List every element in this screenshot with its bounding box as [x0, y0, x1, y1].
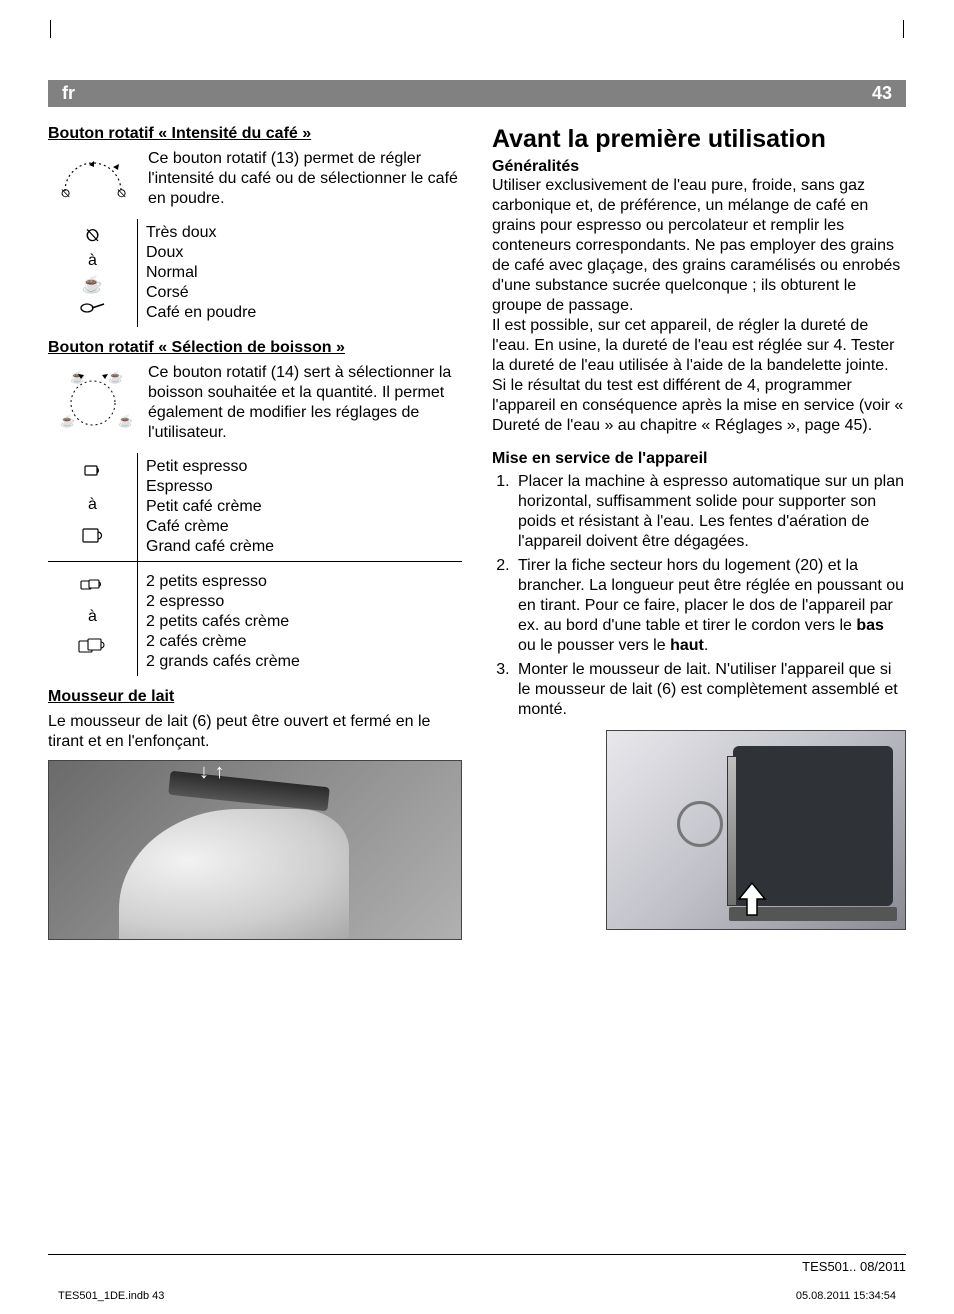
svg-text:☕: ☕: [60, 413, 75, 428]
mousseur-title: Mousseur de lait: [48, 688, 462, 706]
g1-2: Petit café crème: [146, 497, 454, 517]
level-0: Très doux: [146, 223, 454, 243]
footer-model: TES501.. 08/2011: [802, 1259, 906, 1274]
level-4: Café en poudre: [146, 303, 454, 323]
print-footer: TES501_1DE.indb 43 05.08.2011 15:34:54: [58, 1290, 896, 1302]
right-h1: Avant la première utilisation: [492, 125, 906, 154]
drink-group-2: à 2 petits espresso 2 espresso 2 petits …: [48, 562, 462, 676]
s2a: Tirer la fiche secteur hors du logement …: [518, 557, 904, 634]
scoop-icon: [80, 301, 106, 320]
lang-label: fr: [62, 83, 75, 104]
g1-3: Café crème: [146, 517, 454, 537]
left-column: Bouton rotatif « Intensité du café » ⦰ ⦰…: [48, 125, 462, 940]
g2-4: 2 grands cafés crème: [146, 652, 454, 672]
g2-2: 2 petits cafés crème: [146, 612, 454, 632]
mes-title: Mise en service de l'appareil: [492, 450, 906, 468]
bean-full-icon: ☕: [82, 275, 103, 295]
intensity-row: ⦰ ⦰ Ce bouton rotatif (13) permet de rég…: [48, 149, 462, 209]
drink-desc: Ce bouton rotatif (14) sert à sélectionn…: [148, 363, 462, 443]
drink-g1-mid: à: [88, 496, 97, 514]
machine-image: [606, 730, 906, 930]
g2-3: 2 cafés crème: [146, 632, 454, 652]
mousseur-desc: Le mousseur de lait (6) peut être ouvert…: [48, 712, 462, 752]
cups2-large-icon: [78, 637, 108, 660]
drink-g2-icons: à: [48, 562, 138, 676]
bean-empty-icon: ⦰: [86, 226, 100, 246]
step-2: Tirer la fiche secteur hors du logement …: [514, 556, 906, 656]
drink-row: ☕☕ ☕☕ Ce bouton rotatif (14) sert à séle…: [48, 363, 462, 443]
svg-text:⦰: ⦰: [117, 188, 126, 200]
step-3: Monter le mousseur de lait. N'utiliser l…: [514, 660, 906, 720]
intensity-mid: à: [88, 252, 97, 270]
cup-small-icon: [83, 464, 103, 483]
page-footer: TES501.. 08/2011: [48, 1254, 906, 1274]
cups2-small-icon: [80, 578, 106, 597]
header-bar: fr 43: [48, 80, 906, 107]
s2e: .: [704, 637, 708, 654]
g2-1: 2 espresso: [146, 592, 454, 612]
drink-g2-mid: à: [88, 608, 97, 626]
drink-title: Bouton rotatif « Sélection de boisson »: [48, 339, 462, 357]
steps-list: Placer la machine à espresso automatique…: [492, 472, 906, 720]
s2b: bas: [856, 617, 884, 634]
s2c: ou le pousser vers le: [518, 637, 670, 654]
page-number: 43: [872, 83, 892, 104]
drink-group-1: à Petit espresso Espresso Petit café crè…: [48, 453, 462, 562]
level-2: Normal: [146, 263, 454, 283]
svg-text:⦰: ⦰: [61, 188, 70, 200]
g1-0: Petit espresso: [146, 457, 454, 477]
intensity-title: Bouton rotatif « Intensité du café »: [48, 125, 462, 143]
drink-dial-icon: ☕☕ ☕☕: [48, 363, 138, 433]
print-right: 05.08.2011 15:34:54: [796, 1290, 896, 1302]
g1-1: Espresso: [146, 477, 454, 497]
intensity-labels: Très doux Doux Normal Corsé Café en poud…: [138, 219, 462, 327]
gen-p2: Il est possible, sur cet appareil, de ré…: [492, 316, 906, 436]
s2d: haut: [670, 637, 704, 654]
drink-g2-labels: 2 petits espresso 2 espresso 2 petits ca…: [138, 562, 462, 676]
intensity-table: ⦰ à ☕ Très doux Doux Normal Corsé Café e…: [48, 219, 462, 327]
intensity-dial-icon: ⦰ ⦰: [48, 149, 138, 203]
mousseur-image: ↓ ↑: [48, 760, 462, 940]
svg-text:☕: ☕: [108, 369, 123, 384]
drink-g1-labels: Petit espresso Espresso Petit café crème…: [138, 453, 462, 561]
g1-4: Grand café crème: [146, 537, 454, 557]
drink-g1-icons: à: [48, 453, 138, 561]
gen-p1: Utiliser exclusivement de l'eau pure, fr…: [492, 176, 906, 316]
level-3: Corsé: [146, 283, 454, 303]
cup-large-icon: [81, 527, 105, 550]
print-left: TES501_1DE.indb 43: [58, 1290, 164, 1302]
gen-title: Généralités: [492, 158, 906, 176]
intensity-desc: Ce bouton rotatif (13) permet de régler …: [148, 149, 462, 209]
intensity-icon-col: ⦰ à ☕: [48, 219, 138, 327]
level-1: Doux: [146, 243, 454, 263]
drink-table: à Petit espresso Espresso Petit café crè…: [48, 453, 462, 676]
g2-0: 2 petits espresso: [146, 572, 454, 592]
step-1: Placer la machine à espresso automatique…: [514, 472, 906, 552]
right-column: Avant la première utilisation Généralité…: [492, 125, 906, 940]
content-columns: Bouton rotatif « Intensité du café » ⦰ ⦰…: [48, 125, 906, 940]
svg-text:☕: ☕: [118, 413, 133, 428]
